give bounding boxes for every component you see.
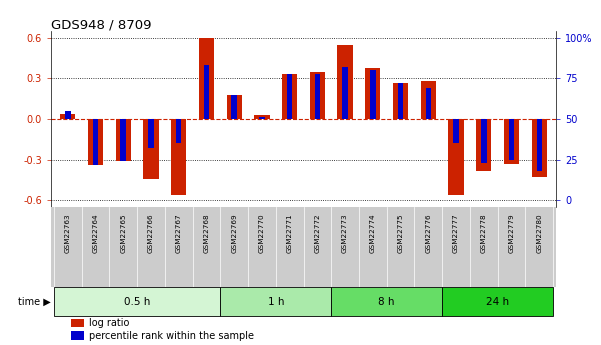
Bar — [287, 73, 293, 119]
Bar — [448, 119, 464, 195]
Bar — [453, 119, 459, 144]
Text: GSM22765: GSM22765 — [120, 214, 126, 253]
Text: GSM22768: GSM22768 — [203, 214, 209, 253]
Text: GSM22779: GSM22779 — [508, 214, 514, 253]
Bar — [227, 95, 242, 119]
Bar — [72, 331, 84, 340]
Text: GSM22773: GSM22773 — [342, 214, 348, 253]
Text: GDS948 / 8709: GDS948 / 8709 — [51, 18, 151, 31]
Text: 1 h: 1 h — [267, 297, 284, 307]
Bar — [537, 119, 542, 171]
Bar — [282, 75, 297, 119]
Bar — [426, 88, 431, 119]
Bar — [93, 119, 98, 165]
Text: log ratio: log ratio — [89, 318, 129, 328]
Text: GSM22763: GSM22763 — [65, 214, 71, 253]
Text: GSM22771: GSM22771 — [287, 214, 293, 253]
Bar — [231, 95, 237, 119]
Bar — [504, 119, 519, 164]
Bar — [115, 119, 131, 161]
Bar — [204, 66, 209, 119]
Text: 24 h: 24 h — [486, 297, 509, 307]
Bar — [88, 119, 103, 165]
Bar — [148, 119, 154, 148]
Bar — [481, 119, 487, 163]
Bar — [509, 119, 514, 160]
Text: 0.5 h: 0.5 h — [124, 297, 150, 307]
Bar — [421, 81, 436, 119]
Text: GSM22767: GSM22767 — [175, 214, 182, 253]
Text: GSM22774: GSM22774 — [370, 214, 376, 253]
Bar — [254, 115, 269, 119]
Bar — [532, 119, 547, 177]
Text: GSM22777: GSM22777 — [453, 214, 459, 253]
Bar — [176, 119, 182, 144]
Bar — [338, 45, 353, 119]
Text: GSM22770: GSM22770 — [259, 214, 265, 253]
Bar — [65, 111, 70, 119]
Bar — [331, 287, 442, 316]
Text: GSM22780: GSM22780 — [536, 214, 542, 253]
Bar — [398, 83, 403, 119]
Bar — [310, 72, 325, 119]
Text: GSM22772: GSM22772 — [314, 214, 320, 253]
Bar — [370, 70, 376, 119]
Bar — [60, 114, 75, 119]
Bar — [393, 82, 408, 119]
Bar — [476, 119, 492, 170]
Text: GSM22766: GSM22766 — [148, 214, 154, 253]
Bar — [143, 119, 159, 179]
Text: time ▶: time ▶ — [18, 297, 50, 307]
Bar — [442, 287, 553, 316]
Text: GSM22769: GSM22769 — [231, 214, 237, 253]
Text: GSM22775: GSM22775 — [398, 214, 404, 253]
Bar — [199, 38, 214, 119]
Bar — [221, 287, 331, 316]
Text: GSM22776: GSM22776 — [426, 214, 432, 253]
Text: GSM22764: GSM22764 — [93, 214, 99, 253]
Bar — [259, 117, 264, 119]
Bar — [72, 318, 84, 327]
Bar — [120, 119, 126, 161]
Bar — [343, 67, 348, 119]
Bar — [54, 287, 221, 316]
Bar — [314, 73, 320, 119]
Text: percentile rank within the sample: percentile rank within the sample — [89, 331, 254, 341]
Text: GSM22778: GSM22778 — [481, 214, 487, 253]
Bar — [365, 68, 380, 119]
Text: 8 h: 8 h — [379, 297, 395, 307]
Bar — [171, 119, 186, 195]
